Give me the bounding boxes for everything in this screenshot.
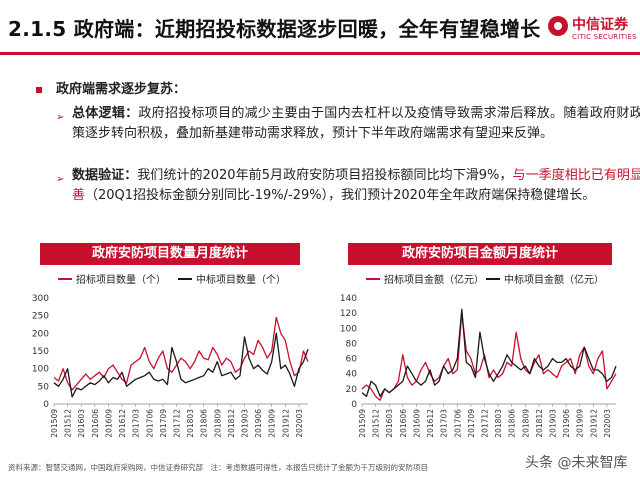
- arrow-bullet-icon: ➢: [56, 174, 65, 185]
- x-tick-label: 201803: [494, 409, 503, 438]
- verify-text-highlight: 与一季度相比已有明显改善: [72, 168, 640, 203]
- y-tick-label: 120: [340, 309, 357, 319]
- title-divider: [0, 52, 640, 55]
- x-tick-label: 201806: [508, 409, 517, 438]
- x-tick-label: 201706: [145, 409, 154, 438]
- x-tick-label: 201906: [254, 409, 263, 438]
- x-tick-label: 201509: [50, 409, 59, 438]
- x-tick-label: 201603: [385, 409, 394, 438]
- citic-logo: 中信证券 CITIC SECURITIES: [548, 14, 636, 46]
- y-tick-label: 50: [38, 382, 50, 392]
- x-tick-label: 201812: [535, 409, 544, 438]
- legend-label-2: 中标项目数量（个）: [196, 273, 286, 286]
- y-tick-label: 300: [32, 294, 49, 304]
- y-tick-label: 20: [346, 385, 358, 395]
- y-tick-label: 0: [43, 400, 49, 410]
- x-tick-label: 201912: [281, 409, 290, 438]
- chart-1: 0 50 100 150 200 250 300 201509 201512 201603 2016…: [32, 273, 309, 438]
- x-tick-label: 201606: [91, 409, 100, 438]
- x-tick-label: 201709: [159, 409, 168, 438]
- y-tick-label: 100: [340, 324, 357, 334]
- x-tick-label: 201712: [172, 409, 181, 438]
- x-tick-label: 202003: [603, 409, 612, 438]
- x-tick-label: 201603: [77, 409, 86, 438]
- x-tick-label: 201909: [268, 409, 277, 438]
- x-tick-label: 201809: [213, 409, 222, 438]
- citic-logo-icon: [548, 16, 568, 36]
- chart-2: 0 20 40 60 80 100 120 140 201509 201512 201603 2016…: [340, 273, 617, 438]
- x-tick-label: 201612: [426, 409, 435, 438]
- page-title: 2.1.5 政府端：近期招投标数据逐步回暖，全年有望稳增长: [8, 17, 541, 41]
- legend-label-1: 招标项目数量（个）: [76, 273, 166, 286]
- chart-2-title: 政府安防项目金额月度统计: [348, 243, 612, 265]
- legend-label-2: 中标项目金额（亿元）: [504, 273, 604, 286]
- y-tick-label: 200: [32, 329, 49, 339]
- verify-label: 数据验证：: [72, 168, 138, 183]
- verify-text-a: 我们统计的2020年前5月政府安防项目招投标额同比均下滑9%，: [137, 168, 513, 183]
- x-tick-label: 201712: [480, 409, 489, 438]
- legend-label-1: 招标项目金额（亿元）: [384, 273, 484, 286]
- series-line-1: [361, 312, 617, 401]
- verify-paragraph: 数据验证：我们统计的2020年前5月政府安防项目招投标额同比均下滑9%，与一季度…: [72, 166, 640, 206]
- verify-text-b: （20Q1招投标金额分别同比-19%/-29%），我们预计2020年全年政府端保…: [85, 188, 596, 203]
- x-tick-label: 202003: [295, 409, 304, 438]
- y-tick-label: 0: [351, 400, 357, 410]
- section-heading: 政府端需求逐步复苏：: [56, 82, 187, 97]
- logic-label: 总体逻辑：: [72, 106, 139, 121]
- title-bar: 2.1.5 政府端：近期招投标数据逐步回暖，全年有望稳增长 中信证券 CITIC…: [0, 0, 640, 55]
- x-tick-label: 201703: [132, 409, 141, 438]
- x-tick-label: 201609: [104, 409, 113, 438]
- logic-text: 政府招投标项目的减少主要由于国内去杠杆以及疫情导致需求滞后释放。随着政府财政政策…: [72, 106, 640, 141]
- x-tick-label: 201906: [562, 409, 571, 438]
- x-tick-label: 201903: [241, 409, 250, 438]
- y-tick-label: 140: [340, 294, 357, 304]
- chart-1-title: 政府安防项目数量月度统计: [40, 243, 300, 265]
- y-tick-label: 60: [346, 355, 358, 365]
- x-tick-label: 201703: [440, 409, 449, 438]
- x-tick-label: 201803: [186, 409, 195, 438]
- x-tick-label: 201903: [549, 409, 558, 438]
- x-tick-label: 201909: [576, 409, 585, 438]
- series-line-2: [53, 332, 309, 398]
- logo-en-text: CITIC SECURITIES: [572, 33, 637, 41]
- y-tick-label: 40: [346, 370, 358, 380]
- x-tick-label: 201812: [227, 409, 236, 438]
- x-tick-label: 201809: [521, 409, 530, 438]
- y-tick-label: 250: [32, 312, 49, 322]
- x-tick-label: 201509: [358, 409, 367, 438]
- x-tick-label: 201612: [118, 409, 127, 438]
- series-line-1: [53, 316, 309, 391]
- y-tick-label: 80: [346, 339, 358, 349]
- x-tick-label: 201606: [399, 409, 408, 438]
- y-tick-label: 100: [32, 365, 49, 375]
- x-tick-label: 201512: [372, 409, 381, 438]
- arrow-bullet-icon: ➢: [56, 112, 65, 123]
- x-tick-label: 201912: [589, 409, 598, 438]
- x-tick-label: 201709: [467, 409, 476, 438]
- series-line-2: [361, 308, 617, 398]
- logic-paragraph: 总体逻辑：政府招投标项目的减少主要由于国内去杠杆以及疫情导致需求滞后释放。随着政…: [72, 104, 640, 144]
- x-tick-label: 201609: [412, 409, 421, 438]
- x-tick-label: 201512: [64, 409, 73, 438]
- watermark: 头条 @未来智库: [525, 455, 628, 471]
- logo-cn-text: 中信证券: [572, 17, 628, 33]
- x-tick-label: 201806: [200, 409, 209, 438]
- footer-source: 资料来源：智慧交通网，中国政府采购网，中信证券研究部 注：考虑数据可得性，本报告…: [8, 463, 428, 472]
- y-tick-label: 150: [32, 347, 49, 357]
- bullet-square-icon: [36, 87, 42, 93]
- x-tick-label: 201706: [453, 409, 462, 438]
